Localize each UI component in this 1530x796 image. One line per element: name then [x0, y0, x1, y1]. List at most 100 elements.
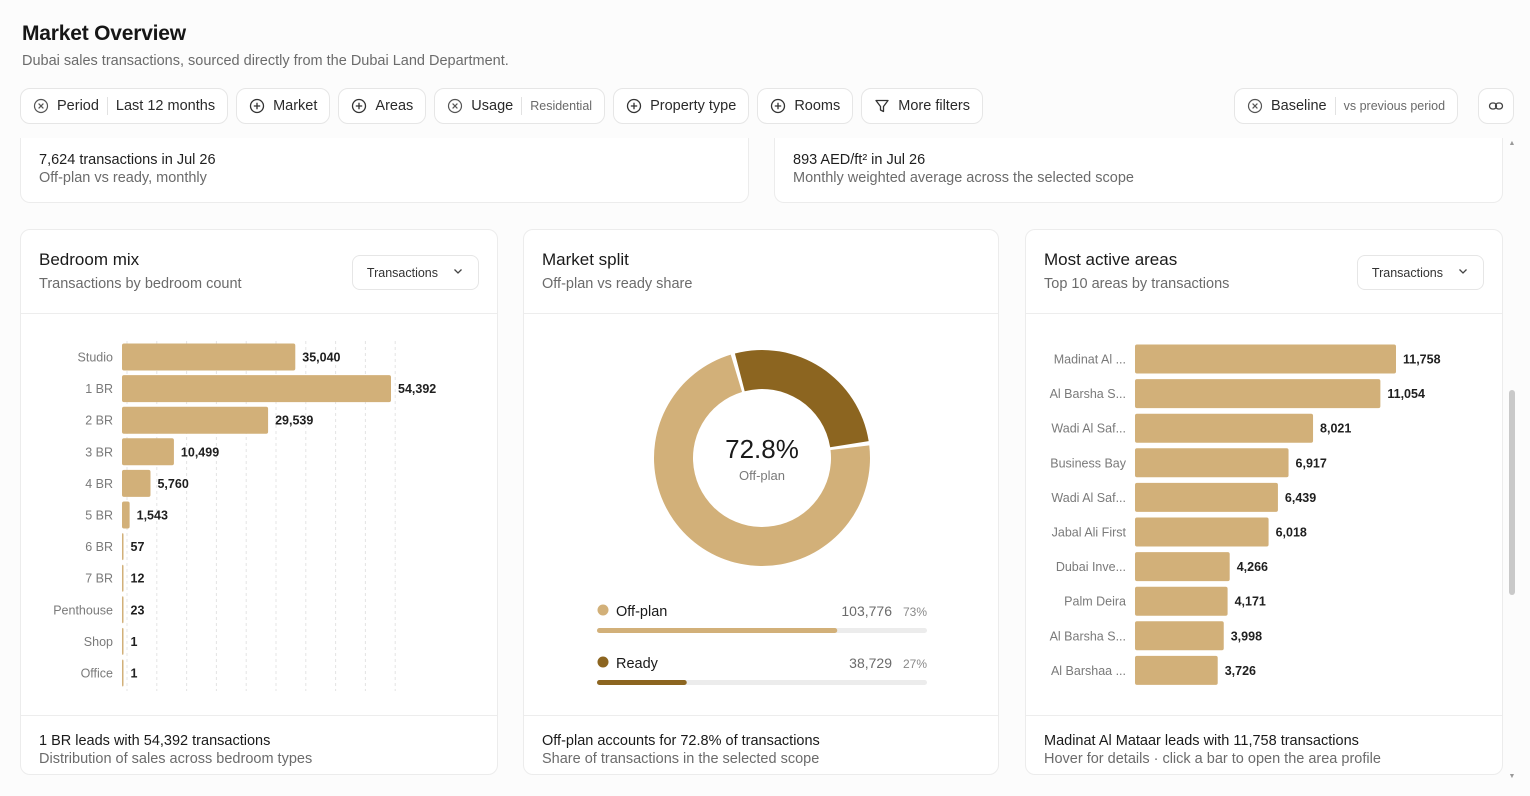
- add-circle-icon: [351, 98, 367, 114]
- page-title: Market Overview: [22, 22, 186, 45]
- link-icon: [1488, 98, 1504, 114]
- chart-bar[interactable]: [122, 627, 124, 655]
- areas-bar-chart: Madinat Al ... 11,758 Al Barsha S... 11,054…: [1050, 344, 1441, 685]
- bar-value-label: 29,539: [275, 414, 313, 428]
- chart-bar[interactable]: [1135, 344, 1396, 374]
- clear-circle-icon[interactable]: [1247, 98, 1263, 114]
- page-scrollbar[interactable]: ▲ ▼: [1508, 140, 1516, 780]
- ready-progress-fill: [597, 680, 687, 685]
- bar-value-label: 54,392: [398, 382, 436, 396]
- ready-slice[interactable]: [734, 350, 869, 448]
- usage-label: Usage: [471, 98, 514, 114]
- more-filters-label: More filters: [898, 98, 970, 114]
- usage-filter[interactable]: Usage Residential: [434, 88, 606, 124]
- chart-bar[interactable]: [122, 533, 124, 561]
- copy-link-button[interactable]: [1478, 88, 1514, 124]
- market-filter[interactable]: Market: [236, 88, 331, 124]
- chart-bar[interactable]: [1135, 552, 1230, 582]
- bar-value-label: 6,018: [1276, 526, 1307, 540]
- market-split-donut-chart: 72.8% Off-plan Off-plan 103,776 73% Read…: [597, 350, 927, 685]
- category-label: Business Bay: [1050, 456, 1126, 470]
- bar-value-label: 6,917: [1296, 456, 1327, 470]
- category-label: Palm Deira: [1064, 595, 1126, 609]
- offplan-swatch: [597, 604, 609, 616]
- chip-divider: [1334, 97, 1336, 115]
- bar-value-label: 1: [131, 635, 138, 649]
- ready-swatch: [597, 656, 609, 668]
- card-footer: 1 BR leads with 54,392 transactions Dist…: [21, 716, 497, 774]
- chart-bar[interactable]: [122, 659, 124, 687]
- bar-value-label: 4,266: [1237, 560, 1268, 574]
- card-body: Studio 35,040 1 BR 54,392 2 BR 29,539 3 BR 10,4…: [21, 314, 497, 716]
- card-subtitle: Transactions by bedroom count: [39, 276, 242, 292]
- dropdown-value: Transactions: [366, 265, 438, 280]
- chart-bar[interactable]: [122, 564, 124, 592]
- category-label: Madinat Al ...: [1054, 353, 1126, 367]
- rooms-filter[interactable]: Rooms: [757, 88, 854, 124]
- add-circle-icon: [249, 98, 265, 114]
- bar-value-label: 8,021: [1320, 422, 1351, 436]
- clear-circle-icon[interactable]: [447, 98, 463, 114]
- chart-bar[interactable]: [122, 501, 130, 529]
- baseline-label: Baseline: [1271, 98, 1327, 114]
- card-title: Market split: [542, 250, 629, 269]
- chart-bar[interactable]: [1135, 621, 1224, 651]
- category-label: Al Barsha S...: [1050, 629, 1126, 643]
- bar-value-label: 1,543: [137, 509, 168, 523]
- bar-value-label: 6,439: [1285, 491, 1316, 505]
- bar-value-label: 12: [131, 572, 145, 586]
- chart-bar[interactable]: [1135, 655, 1218, 685]
- chart-bar[interactable]: [122, 375, 391, 403]
- clear-circle-icon[interactable]: [33, 98, 49, 114]
- most-active-areas-card: Most active areas Top 10 areas by transa…: [1025, 229, 1503, 775]
- card-header: Bedroom mix Transactions by bedroom coun…: [21, 230, 497, 314]
- card-header: Most active areas Top 10 areas by transa…: [1026, 230, 1502, 314]
- add-circle-icon: [626, 98, 642, 114]
- legend-label: Off-plan: [616, 604, 667, 620]
- chart-bar[interactable]: [1135, 517, 1269, 547]
- more-filters-button[interactable]: More filters: [861, 88, 983, 124]
- chart-bar[interactable]: [1135, 379, 1381, 409]
- metric-dropdown[interactable]: Transactions: [1356, 255, 1484, 290]
- property-type-filter[interactable]: Property type: [613, 88, 750, 124]
- chart-bar[interactable]: [122, 406, 269, 434]
- market-label: Market: [273, 98, 318, 114]
- donut-center-label: Off-plan: [739, 468, 785, 483]
- period-filter[interactable]: Period Last 12 months: [20, 88, 229, 124]
- scroll-up-arrow-icon[interactable]: ▲: [1508, 140, 1516, 147]
- legend-item-offplan[interactable]: Off-plan 103,776 73%: [597, 603, 927, 633]
- donut-center-value: 72.8%: [725, 434, 799, 464]
- scroll-down-arrow-icon[interactable]: ▼: [1508, 773, 1516, 780]
- market-split-card: Market split Off-plan vs ready share 72.…: [523, 229, 999, 775]
- footer-subtitle: Distribution of sales across bedroom typ…: [39, 751, 313, 767]
- chart-bar[interactable]: [122, 343, 296, 371]
- legend-count: 38,729: [849, 655, 892, 671]
- footer-subtitle: Hover for details · click a bar to open …: [1044, 751, 1381, 767]
- period-label: Period: [57, 98, 99, 114]
- chart-bar[interactable]: [1135, 413, 1314, 443]
- legend-item-ready[interactable]: Ready 38,729 27%: [597, 655, 927, 685]
- bar-value-label: 11,054: [1387, 387, 1425, 401]
- chart-bar[interactable]: [122, 596, 124, 624]
- baseline-filter[interactable]: Baseline vs previous period: [1234, 88, 1459, 124]
- bar-value-label: 23: [131, 603, 145, 617]
- category-label: Wadi Al Saf...: [1051, 422, 1126, 436]
- chart-bar[interactable]: [1135, 482, 1278, 512]
- chevron-down-icon: [1457, 265, 1469, 280]
- chart-bar[interactable]: [1135, 448, 1289, 478]
- category-label: Wadi Al Saf...: [1051, 491, 1126, 505]
- chart-bar[interactable]: [122, 438, 174, 466]
- scrollbar-thumb[interactable]: [1509, 390, 1515, 595]
- chart-bar[interactable]: [1135, 586, 1228, 616]
- areas-filter[interactable]: Areas: [338, 88, 427, 124]
- legend-count: 103,776: [841, 603, 892, 619]
- kpi-title: 7,624 transactions in Jul 26: [39, 152, 216, 168]
- metric-dropdown[interactable]: Transactions: [351, 255, 479, 290]
- category-label: Penthouse: [53, 603, 113, 617]
- chart-bar[interactable]: [122, 469, 151, 497]
- offplan-slice[interactable]: [654, 354, 870, 566]
- footer-title: Madinat Al Mataar leads with 11,758 tran…: [1044, 733, 1359, 749]
- card-subtitle: Top 10 areas by transactions: [1044, 276, 1230, 292]
- offplan-progress-fill: [597, 628, 838, 633]
- bar-value-label: 11,758: [1403, 353, 1441, 367]
